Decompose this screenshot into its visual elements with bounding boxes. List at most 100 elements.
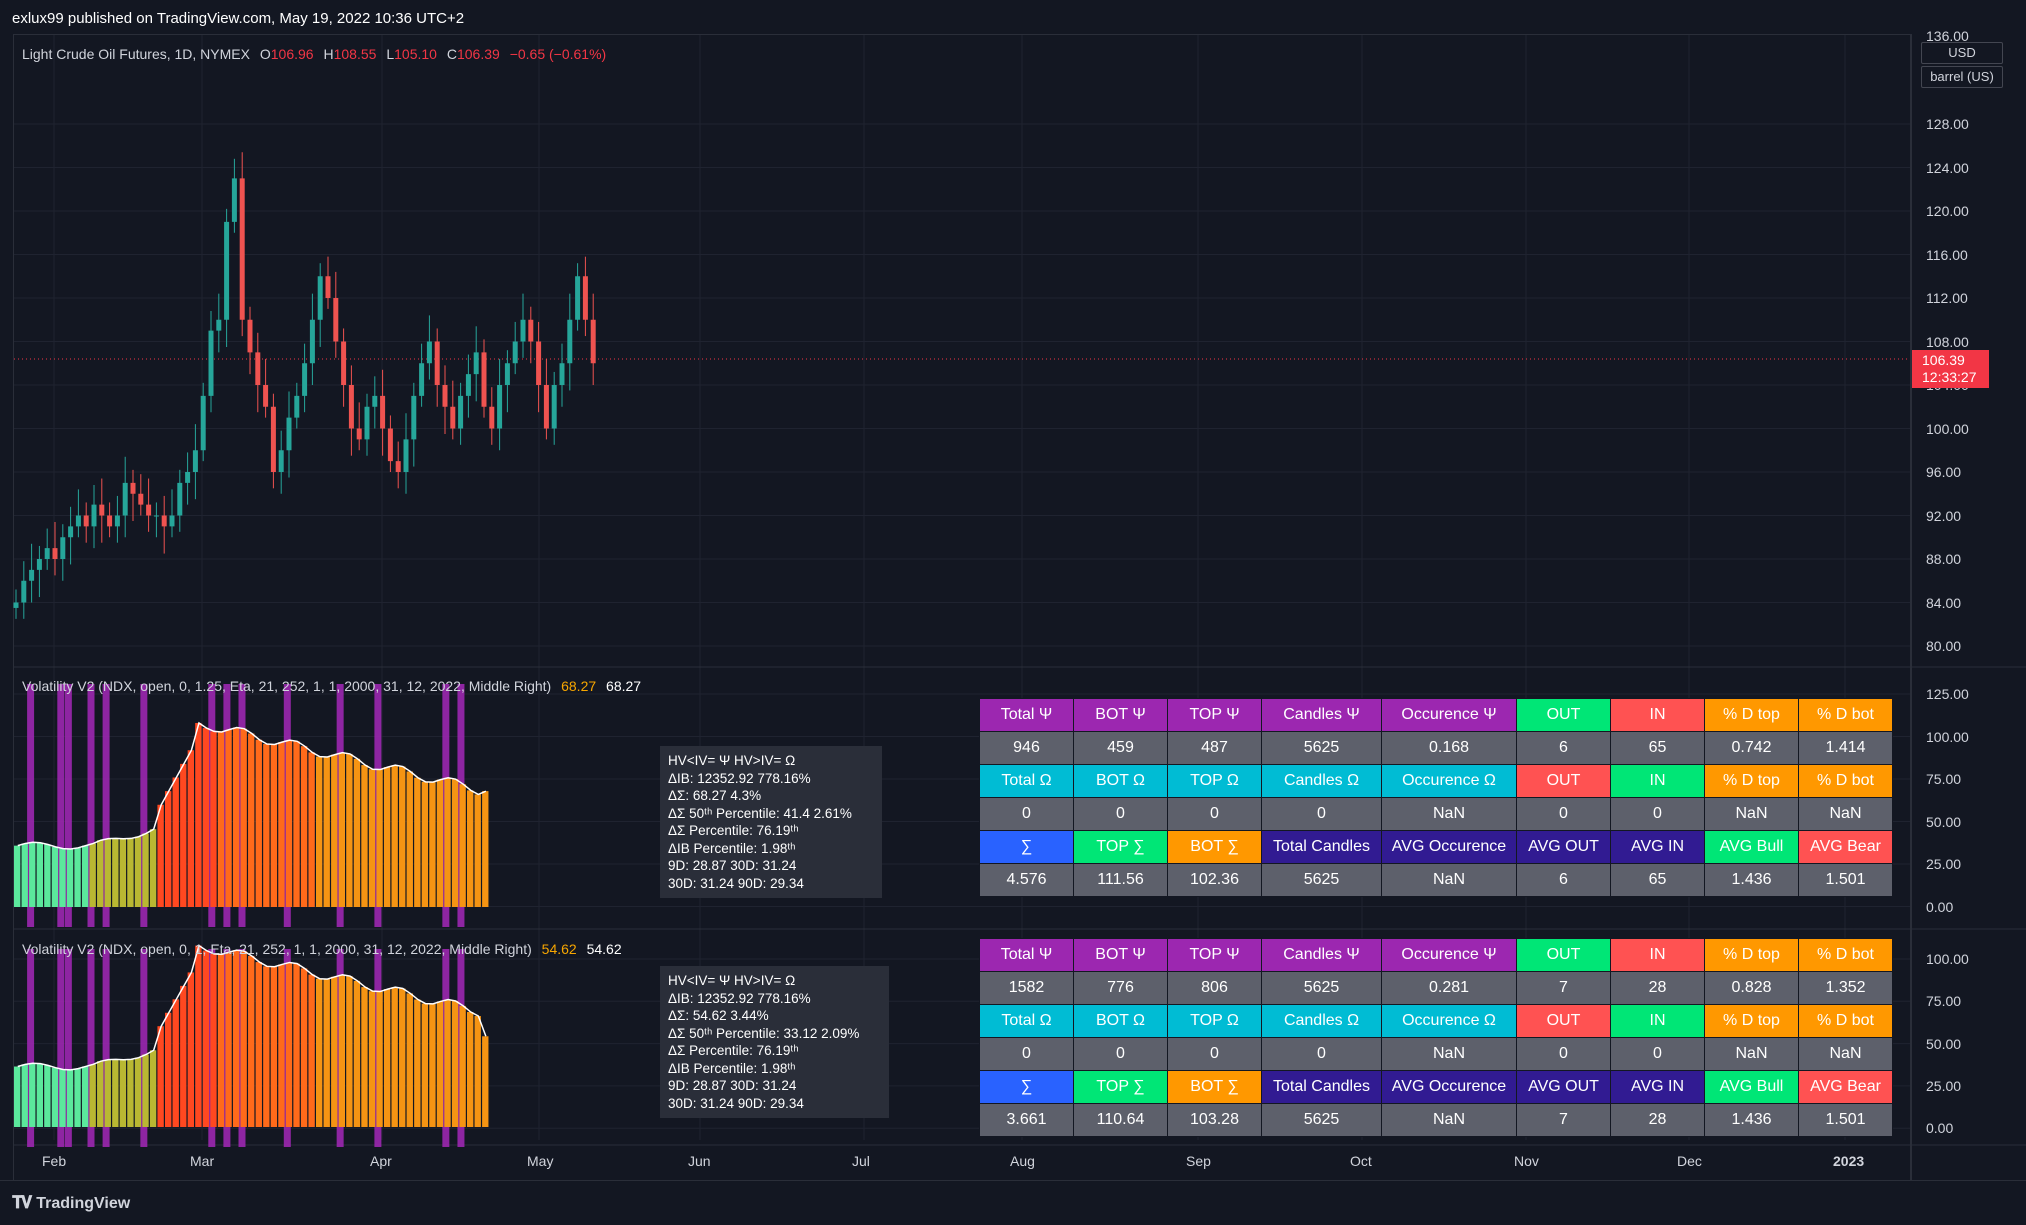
info-line: HV<IV= Ψ HV>IV= Ω — [668, 973, 796, 988]
stats-cell: 0.742 — [1704, 731, 1799, 765]
candle-body — [341, 341, 347, 385]
indicator2-tick-label: 75.00 — [1926, 993, 1962, 1010]
stats-cell: 5625 — [1261, 1103, 1382, 1137]
candle-body — [231, 178, 237, 222]
indicator2-tick-label: 100.00 — [1926, 951, 1969, 967]
candle-body — [403, 439, 409, 472]
stats-cell: 487 — [1167, 731, 1262, 765]
stats-cell: 110.64 — [1073, 1103, 1168, 1137]
stats-row: 0 0 0 0 NaN 0 0 NaN NaN — [979, 1037, 1893, 1071]
candle-body — [278, 450, 284, 472]
indicator2-signal-band — [140, 949, 148, 1147]
candle-body — [551, 385, 557, 429]
indicator2-info-box: HV<IV= Ψ HV>IV= Ω ΔIB: 12352.92 778.16% … — [660, 966, 889, 1118]
indicator2-histogram-bar — [248, 955, 255, 1127]
price-tick-label: 128.00 — [1926, 116, 1969, 132]
indicator1-histogram-bar — [149, 829, 157, 907]
stats-cell: 0 — [1516, 1037, 1611, 1071]
stats-cell: % D bot — [1798, 938, 1893, 972]
brand-name: TradingView — [36, 1195, 131, 1212]
stats-row: ∑ TOP ∑ BOT ∑ Total Candles AVG Occurence AVG… — [979, 1070, 1893, 1104]
candle-body — [504, 363, 510, 385]
candle-body — [270, 406, 276, 472]
stats-cell: BOT Ψ — [1073, 698, 1168, 732]
candle-body — [239, 178, 245, 320]
close-value: 106.39 — [456, 46, 500, 62]
stats-cell: Occurence Ω — [1381, 764, 1517, 798]
indicator1-value-gold: 68.27 — [561, 678, 597, 694]
indicator1-histogram-bar — [36, 842, 43, 907]
indicator1-histogram-bar — [180, 763, 187, 907]
unit-button[interactable]: barrel (US) — [1921, 66, 2003, 88]
indicator2-histogram-bar — [391, 987, 398, 1127]
indicator2-legend[interactable]: Volatility V2 (NDX, open, 0, 1, Eta, 21,… — [22, 941, 622, 957]
stats-cell: 0 — [1167, 1037, 1262, 1071]
main-legend[interactable]: Light Crude Oil Futures, 1D, NYMEX O106.… — [22, 46, 606, 62]
candle-body — [426, 341, 432, 364]
indicator2-histogram-bar — [232, 950, 240, 1127]
indicator1-histogram-bar — [406, 771, 413, 907]
indicator2-histogram-bar — [66, 1069, 74, 1127]
candle-body — [52, 548, 58, 559]
indicator2-signal-band — [102, 949, 110, 1147]
stats-cell: TOP ∑ — [1073, 830, 1168, 864]
indicator2-histogram-bar — [474, 1016, 481, 1127]
indicator1-tick-label: 0.00 — [1926, 898, 1954, 915]
tradingview-logo[interactable]: 𝐓𝐕 TradingView — [12, 1193, 130, 1213]
publish-header: exlux99 published on TradingView.com, Ma… — [0, 0, 2026, 36]
stats-cell: 1.436 — [1704, 863, 1799, 897]
candle-body — [286, 417, 292, 451]
time-tick-label: Aug — [1010, 1153, 1035, 1169]
indicator2-histogram-bar — [225, 952, 232, 1127]
stats-cell: % D bot — [1798, 1004, 1893, 1038]
indicator2-histogram-bar — [316, 978, 323, 1127]
currency-button[interactable]: USD — [1921, 42, 2003, 64]
indicator2-histogram-bar — [451, 1000, 459, 1127]
candle-body — [29, 569, 35, 581]
indicator2-stats-table: Total Ψ BOT Ψ TOP Ψ Candles Ψ Occurence Ψ OUT… — [979, 938, 1893, 1137]
indicator1-histogram-bar — [202, 728, 210, 907]
stats-cell: 0 — [1261, 1037, 1382, 1071]
stats-cell: 1.501 — [1798, 1103, 1893, 1137]
stats-cell: 1.501 — [1798, 863, 1893, 897]
indicator1-histogram-bar — [436, 779, 444, 907]
stats-cell: AVG IN — [1610, 1070, 1705, 1104]
indicator2-histogram-bar — [195, 945, 202, 1127]
indicator1-histogram-bar — [308, 752, 315, 907]
stats-cell: % D top — [1704, 1004, 1799, 1038]
candle-body — [333, 298, 339, 342]
indicator2-histogram-bar — [331, 976, 338, 1127]
price-tick-label: 100.00 — [1926, 420, 1969, 437]
stats-row: ∑ TOP ∑ BOT ∑ Total Candles AVG Occurence AVG… — [979, 830, 1893, 864]
candle-body — [169, 515, 175, 527]
stats-cell: OUT — [1516, 698, 1611, 732]
stats-cell: BOT Ω — [1073, 1004, 1168, 1038]
stats-cell: 7 — [1516, 971, 1611, 1005]
price-axis[interactable] — [1911, 34, 2026, 1180]
indicator2-histogram-bar — [29, 1063, 36, 1127]
candle-body — [68, 526, 74, 538]
indicator2-value-white: 54.62 — [586, 941, 622, 957]
indicator1-histogram-bar — [81, 845, 89, 907]
stats-cell: Candles Ω — [1261, 764, 1382, 798]
candle-body — [419, 363, 425, 396]
stats-cell: TOP Ω — [1167, 764, 1262, 798]
indicator1-histogram-bar — [127, 838, 134, 907]
price-tick-label: 112.00 — [1926, 290, 1968, 306]
indicator2-histogram-bar — [346, 976, 353, 1127]
stats-cell: NaN — [1704, 797, 1799, 831]
info-line: HV<IV= Ψ HV>IV= Ω — [668, 753, 796, 768]
indicator2-histogram-bar — [383, 989, 391, 1127]
info-line: ΔΣ 50ᵗʰ Percentile: 33.12 2.09% — [668, 1025, 860, 1041]
indicator1-histogram-bar — [293, 741, 300, 907]
indicator1-legend[interactable]: Volatility V2 (NDX, open, 0, 1.25, Eta, … — [22, 678, 641, 694]
candle-body — [520, 319, 526, 342]
indicator2-histogram-bar — [263, 966, 270, 1127]
stats-cell: 0 — [1261, 797, 1382, 831]
stats-row: Total Ψ BOT Ψ TOP Ψ Candles Ψ Occurence Ψ OUT… — [979, 938, 1893, 972]
indicator1-histogram-bar — [467, 790, 474, 907]
stats-cell: 5625 — [1261, 731, 1382, 765]
candle-body — [559, 363, 565, 385]
stats-cell: Total Ω — [979, 1004, 1074, 1038]
